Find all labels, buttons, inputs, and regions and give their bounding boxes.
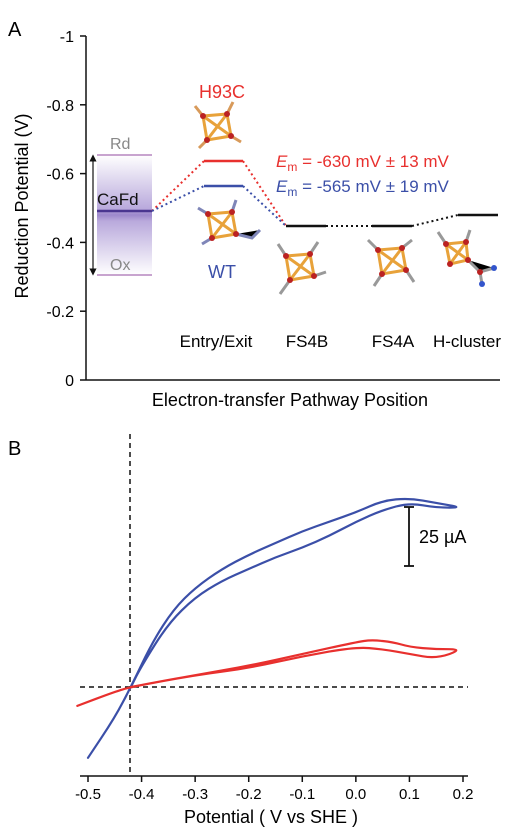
panel-b-x-tick-label: -0.3 xyxy=(182,786,208,803)
blue-connector-left xyxy=(151,185,205,212)
black-connector-2 xyxy=(411,214,459,227)
wt-label: WT xyxy=(208,262,236,282)
cafd-label: CaFd xyxy=(97,190,139,209)
panel-a-y-tick-label: -0.4 xyxy=(46,235,74,252)
red-connector-left xyxy=(151,160,205,212)
wt-cluster-structure xyxy=(197,199,262,246)
ox-label: Ox xyxy=(110,257,130,274)
fs4a-cluster-structure xyxy=(366,238,416,287)
panel-b-x-axis-label: Potential ( V vs SHE ) xyxy=(184,807,358,827)
panel-a-x-axis-label: Electron-transfer Pathway Position xyxy=(152,390,428,410)
panel-a-y-tick-label: -1 xyxy=(60,29,74,46)
panel-a-ticks: -1 -0.8 -0.6 -0.4 -0.2 0 xyxy=(46,29,86,390)
cafd-potential-box xyxy=(97,155,152,275)
panel-b-label: B xyxy=(8,438,21,460)
panel-b-x-tick-label: 0.2 xyxy=(453,786,474,803)
panel-a-y-tick-label: 0 xyxy=(65,373,74,390)
panel-b-ticks: -0.5 -0.4 -0.3 -0.2 -0.1 0.0 0.1 0.2 xyxy=(75,776,473,803)
panel-b-x-tick-label: -0.1 xyxy=(289,786,315,803)
panel-b-x-tick-label: -0.4 xyxy=(129,786,155,803)
panel-b-x-tick-label: 0.1 xyxy=(399,786,420,803)
position-label-h-cluster: H-cluster xyxy=(433,332,501,351)
fs4b-cluster-structure xyxy=(276,241,327,295)
position-label-fs4b: FS4B xyxy=(286,332,329,351)
panel-a-label: A xyxy=(8,19,22,41)
panel-a-y-axis-label: Reduction Potential (V) xyxy=(12,113,32,298)
panel-a-y-tick-label: -0.8 xyxy=(46,98,74,115)
em-red-annotation: Em = -630 mV ± 13 mV xyxy=(276,152,450,174)
panel-a-y-tick-label: -0.6 xyxy=(46,167,74,184)
position-label-fs4a: FS4A xyxy=(372,332,415,351)
h93c-label: H93C xyxy=(199,82,245,102)
h93c-cluster-structure xyxy=(193,101,242,150)
panel-b-x-tick-label: -0.5 xyxy=(75,786,101,803)
em-blue-annotation: Em = -565 mV ± 19 mV xyxy=(276,177,450,199)
panel-a-y-tick-label: -0.2 xyxy=(46,304,74,321)
panel-b-x-tick-label: 0.0 xyxy=(345,786,366,803)
panel-b-x-tick-label: -0.2 xyxy=(236,786,262,803)
cyclic-voltammograms xyxy=(76,497,458,759)
h-cluster-structure xyxy=(436,229,497,287)
cv-curve-blue xyxy=(86,497,458,759)
rd-label: Rd xyxy=(110,136,130,153)
position-label-entry-exit: Entry/Exit xyxy=(180,332,253,351)
cv-curve-red xyxy=(76,639,458,707)
scale-bar-label: 25 µA xyxy=(419,527,466,547)
